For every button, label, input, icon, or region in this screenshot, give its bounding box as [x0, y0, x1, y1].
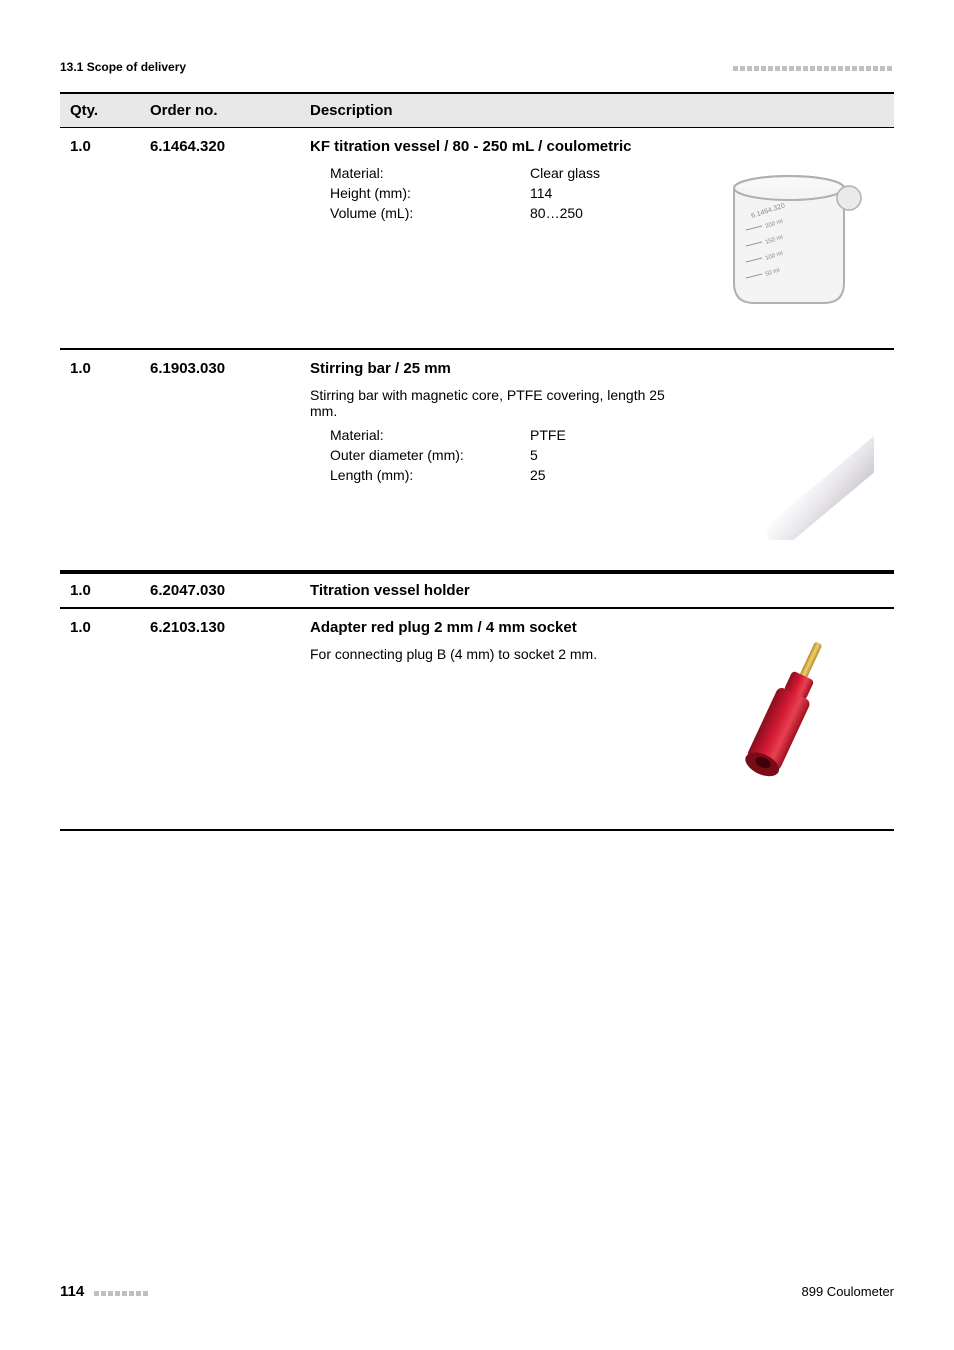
spec-label: Material:	[330, 427, 530, 443]
item-row: 1.0 6.2103.130 Adapter red plug 2 mm / 4…	[60, 609, 894, 831]
item-row: 1.0 6.1903.030 Stirring bar / 25 mm Stir…	[60, 350, 894, 572]
red-plug-icon	[694, 619, 884, 809]
item-title: Titration vessel holder	[310, 582, 470, 599]
col-order-header: Order no.	[150, 102, 310, 119]
spec-value: 80…250	[530, 205, 694, 221]
spec-value: PTFE	[530, 427, 694, 443]
spec-label: Outer diameter (mm):	[330, 447, 530, 463]
col-qty-header: Qty.	[70, 102, 150, 119]
header-dots-icon	[733, 60, 894, 74]
table-header-row: Qty. Order no. Description	[60, 92, 894, 128]
footer-doc-name: 899 Coulometer	[802, 1284, 895, 1299]
spec-value: Clear glass	[530, 165, 694, 181]
page-footer: 114 899 Coulometer	[60, 1283, 894, 1300]
spec-row: Outer diameter (mm): 5	[330, 447, 694, 463]
footer-dots-icon	[94, 1284, 150, 1299]
item-note: For connecting plug B (4 mm) to socket 2…	[310, 646, 694, 662]
page-number: 114	[60, 1283, 84, 1300]
item-row: 1.0 6.2047.030 Titration vessel holder	[60, 572, 894, 609]
spec-label: Volume (mL):	[330, 205, 530, 221]
spec-value: 5	[530, 447, 694, 463]
section-title: 13.1 Scope of delivery	[60, 60, 186, 74]
spec-label: Material:	[330, 165, 530, 181]
spec-label: Height (mm):	[330, 185, 530, 201]
item-qty: 1.0	[70, 138, 150, 328]
col-desc-header: Description	[310, 102, 884, 119]
page-header: 13.1 Scope of delivery	[60, 60, 894, 74]
item-title: Adapter red plug 2 mm / 4 mm socket	[310, 619, 694, 636]
item-title: Stirring bar / 25 mm	[310, 360, 694, 377]
footer-left: 114	[60, 1283, 150, 1300]
item-order: 6.2103.130	[150, 619, 310, 809]
item-title: KF titration vessel / 80 - 250 mL / coul…	[310, 138, 694, 155]
item-qty: 1.0	[70, 582, 150, 599]
stirring-bar-icon	[694, 360, 884, 550]
spec-row: Height (mm): 114	[330, 185, 694, 201]
item-row: 1.0 6.1464.320 KF titration vessel / 80 …	[60, 128, 894, 350]
item-order: 6.1903.030	[150, 360, 310, 550]
vessel-icon: 6.1464.320 200 ml 150 ml 100 ml 50 ml	[694, 138, 884, 328]
item-qty: 1.0	[70, 360, 150, 550]
item-qty: 1.0	[70, 619, 150, 809]
spec-row: Volume (mL): 80…250	[330, 205, 694, 221]
spec-value: 25	[530, 467, 694, 483]
spec-row: Material: PTFE	[330, 427, 694, 443]
item-order: 6.1464.320	[150, 138, 310, 328]
item-note: Stirring bar with magnetic core, PTFE co…	[310, 387, 694, 419]
item-order: 6.2047.030	[150, 582, 310, 599]
spec-label: Length (mm):	[330, 467, 530, 483]
spec-row: Length (mm): 25	[330, 467, 694, 483]
spec-value: 114	[530, 185, 694, 201]
spec-row: Material: Clear glass	[330, 165, 694, 181]
